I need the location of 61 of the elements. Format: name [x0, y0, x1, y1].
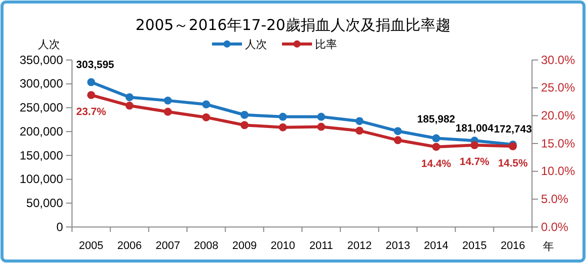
y2-tick-label: 15.0%	[541, 136, 576, 150]
point	[356, 117, 364, 126]
x-tick-label: 2011	[309, 240, 333, 252]
point	[317, 122, 326, 131]
x-tick-label: 2006	[117, 240, 142, 252]
x-tick-label: 2013	[386, 240, 410, 252]
point	[432, 134, 440, 142]
point	[164, 108, 172, 116]
point	[87, 91, 96, 100]
y-tick-label: 200,000	[20, 124, 64, 138]
y-tick-label: 150,000	[20, 148, 64, 162]
y-tick-label: 50,000	[26, 196, 64, 210]
data-label: 14.7%	[460, 156, 490, 168]
data-label: 14.4%	[421, 158, 452, 170]
x-axis-title: 年	[543, 240, 554, 253]
point	[278, 112, 287, 121]
x-tick-label: 2014	[424, 240, 448, 252]
data-label: 181,004	[456, 122, 494, 135]
x-tick-label: 2008	[194, 240, 218, 252]
point	[126, 93, 134, 102]
data-label: 172,743	[494, 124, 532, 136]
x-tick-label: 2016	[500, 240, 526, 252]
data-label: 185,982	[417, 113, 456, 126]
y-tick-label: 300,000	[20, 76, 64, 91]
point	[317, 112, 326, 121]
x-tick-label: 2015	[462, 240, 487, 252]
chart-title: 2005～2016年17-20歲捐血人次及捐血比率趨	[136, 16, 450, 34]
legend-label: 人次	[245, 38, 267, 51]
x-tick-label: 2012	[347, 240, 372, 252]
point	[278, 123, 287, 132]
point	[432, 142, 440, 151]
y2-tick-label: 5.0%	[541, 192, 569, 206]
y2-tick-label: 25.0%	[541, 80, 576, 95]
point	[356, 126, 364, 135]
y-tick-label: 100,000	[20, 172, 64, 186]
point	[240, 121, 248, 130]
point	[164, 96, 172, 105]
point	[87, 78, 96, 86]
data-label: 23.7%	[76, 106, 107, 118]
data-label: 14.5%	[498, 157, 528, 170]
y-tick-label: 250,000	[20, 100, 64, 115]
y-axis-title: 人次	[38, 38, 60, 51]
x-tick-label: 2005	[78, 240, 104, 252]
point	[394, 127, 402, 136]
y2-tick-label: 0.0%	[541, 220, 569, 234]
point	[202, 100, 210, 108]
legend-label: 比率	[315, 38, 337, 51]
point	[470, 141, 478, 150]
point	[240, 110, 248, 119]
point	[202, 113, 210, 122]
y2-tick-label: 20.0%	[541, 108, 576, 123]
point	[126, 102, 134, 110]
y2-tick-label: 10.0%	[541, 164, 576, 178]
point	[394, 136, 402, 144]
data-label: 303,595	[76, 59, 114, 72]
y2-tick-label: 30.0%	[541, 52, 576, 67]
x-tick-label: 2007	[156, 240, 180, 252]
y-tick-label: 0	[56, 220, 64, 234]
x-tick-label: 2009	[232, 240, 257, 252]
y-tick-label: 350,000	[20, 52, 64, 67]
x-tick-label: 2010	[270, 240, 296, 252]
